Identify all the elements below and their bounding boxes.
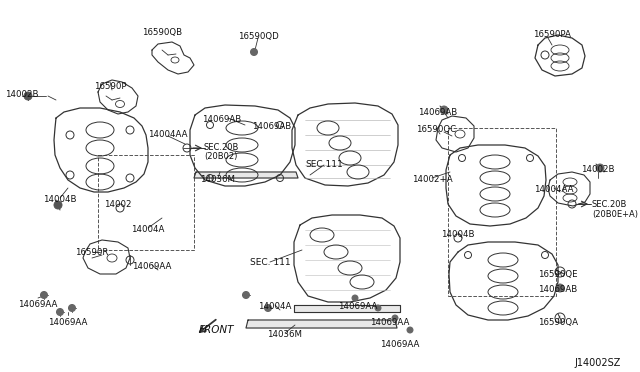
Polygon shape	[246, 320, 397, 328]
Text: 14004B: 14004B	[441, 230, 475, 239]
Text: 14004B: 14004B	[44, 195, 77, 204]
Circle shape	[24, 92, 32, 100]
Text: 14069AB: 14069AB	[252, 122, 292, 131]
Text: 14002B: 14002B	[581, 165, 615, 174]
Text: 14069AB: 14069AB	[202, 115, 242, 124]
Text: SEC. 111: SEC. 111	[250, 258, 291, 267]
Text: 14004A: 14004A	[259, 302, 292, 311]
Text: 14036M: 14036M	[200, 175, 236, 184]
Text: J14002SZ: J14002SZ	[575, 358, 621, 368]
Text: (20B0E+A): (20B0E+A)	[592, 210, 638, 219]
Text: 14069AA: 14069AA	[371, 318, 410, 327]
Text: 16590QA: 16590QA	[538, 318, 578, 327]
Circle shape	[56, 308, 63, 315]
Text: 16590R: 16590R	[76, 248, 109, 257]
Text: 14002: 14002	[104, 200, 132, 209]
Text: 14004A: 14004A	[131, 225, 164, 234]
Circle shape	[407, 327, 413, 333]
Circle shape	[40, 292, 47, 298]
Circle shape	[556, 284, 564, 292]
Text: 14069AB: 14069AB	[419, 108, 458, 117]
Text: 14069AA: 14069AA	[380, 340, 420, 349]
Text: 16590QD: 16590QD	[237, 32, 278, 41]
Text: 14004AA: 14004AA	[148, 130, 188, 139]
Text: 14069AA: 14069AA	[339, 302, 378, 311]
Bar	[448, 128, 556, 296]
Text: 14069AA: 14069AA	[19, 300, 58, 309]
Text: 16590QC: 16590QC	[416, 125, 456, 134]
Circle shape	[596, 164, 604, 172]
Text: 16590QB: 16590QB	[142, 28, 182, 37]
Circle shape	[375, 305, 381, 311]
Text: 14069AA: 14069AA	[48, 318, 88, 327]
Circle shape	[54, 201, 62, 209]
Circle shape	[68, 305, 76, 311]
Text: SEC.20B: SEC.20B	[592, 200, 627, 209]
Polygon shape	[194, 172, 298, 178]
Text: 16590QE: 16590QE	[538, 270, 578, 279]
Text: 16590PA: 16590PA	[533, 30, 571, 39]
Text: FRONT: FRONT	[198, 325, 234, 335]
Text: 14002B: 14002B	[5, 90, 39, 99]
Text: 14004AA: 14004AA	[534, 185, 573, 194]
Circle shape	[264, 305, 271, 311]
Circle shape	[392, 315, 398, 321]
Bar	[98, 155, 194, 250]
Text: 14002+A: 14002+A	[412, 175, 452, 184]
Text: 14069AB: 14069AB	[538, 285, 578, 294]
Circle shape	[352, 295, 358, 301]
Text: SEC.20B: SEC.20B	[204, 143, 239, 152]
Circle shape	[243, 292, 250, 298]
Text: 14036M: 14036M	[268, 330, 303, 339]
Text: (20B02): (20B02)	[204, 152, 237, 161]
Text: 14069AA: 14069AA	[132, 262, 172, 271]
Polygon shape	[294, 305, 400, 312]
Circle shape	[250, 48, 257, 55]
Text: 16590P: 16590P	[93, 82, 126, 91]
Text: SEC.111: SEC.111	[305, 160, 343, 169]
Circle shape	[440, 106, 448, 114]
